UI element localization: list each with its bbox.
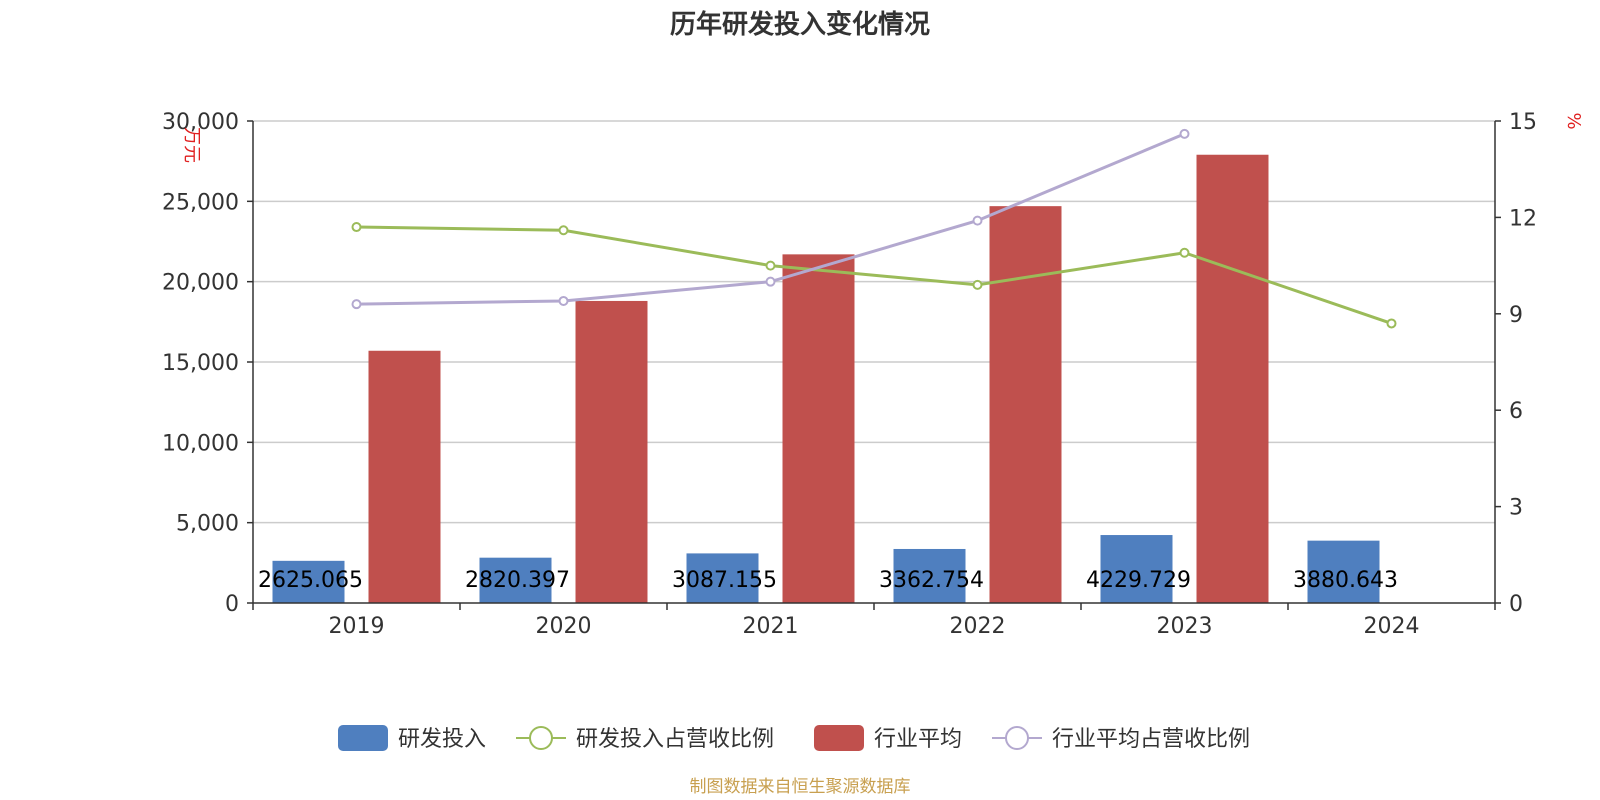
right-tick-label: 0 [1509, 592, 1523, 617]
bar-industry [989, 206, 1062, 604]
right-tick-label: 3 [1509, 496, 1523, 521]
line-point [972, 215, 983, 226]
x-tick-label: 2021 [743, 614, 799, 639]
bar-value-label: 3880.643 [1293, 568, 1398, 593]
left-tick-label: 0 [225, 592, 239, 617]
line-point [1179, 247, 1190, 258]
bar-industry [368, 350, 441, 603]
left-tick-label: 15,000 [162, 351, 239, 376]
left-tick-label: 5,000 [176, 512, 239, 537]
left-tick-label: 10,000 [162, 431, 239, 456]
line-point [765, 260, 776, 271]
data-labels: 2625.065 2820.397 3087.155 3362.754 4229.729… [258, 568, 1398, 593]
bar-rd [1307, 540, 1380, 603]
left-tick-label: 25,000 [162, 190, 239, 215]
bar-industry [575, 300, 648, 603]
right-axis-unit: % [1563, 112, 1584, 129]
axes: 0 5,000 10,000 15,000 20,000 25,000 30,000 0 3 6 9… [162, 110, 1537, 639]
x-tick-label: 2023 [1157, 614, 1213, 639]
line-point [351, 299, 362, 310]
chart-title: 历年研发投入变化情况 [670, 9, 930, 40]
bar-value-label: 2625.065 [258, 568, 363, 593]
right-tick-label: 15 [1509, 110, 1537, 135]
legend-swatch-marker [1005, 726, 1029, 750]
bar-industry [782, 254, 855, 603]
line-rd-ratio [356, 225, 1392, 325]
left-axis-unit: 万元 [181, 127, 202, 163]
left-tick-label: 20,000 [162, 271, 239, 296]
grid-lines [253, 120, 1495, 524]
x-tick-label: 2019 [329, 614, 385, 639]
x-tick-label: 2022 [950, 614, 1006, 639]
bar-value-label: 3362.754 [879, 568, 984, 593]
legend-label: 行业平均占营收比例 [1052, 727, 1250, 752]
right-tick-label: 12 [1509, 206, 1537, 231]
bar-rd [686, 553, 759, 603]
bar-rd [479, 557, 552, 603]
line-point [558, 295, 569, 306]
line-point [1386, 318, 1397, 329]
bar-value-label: 4229.729 [1086, 568, 1191, 593]
legend-label: 研发投入占营收比例 [576, 727, 774, 752]
right-tick-label: 6 [1509, 399, 1523, 424]
bar-value-label: 3087.155 [672, 568, 777, 593]
bar-rd [893, 548, 966, 603]
legend-swatch-marker [529, 726, 553, 750]
source-note: 制图数据来自恒生聚源数据库 [690, 777, 911, 797]
bars [272, 154, 1380, 604]
line-point [972, 279, 983, 290]
x-tick-label: 2020 [536, 614, 592, 639]
left-tick-label: 30,000 [162, 110, 239, 135]
bar-rd [1100, 535, 1173, 603]
right-tick-label: 9 [1509, 303, 1523, 328]
line-point [1179, 128, 1190, 139]
bar-rd [272, 560, 345, 603]
legend-swatch [338, 725, 388, 751]
x-tick-label: 2024 [1364, 614, 1420, 639]
bar-industry [1196, 154, 1269, 604]
legend-label: 行业平均 [874, 727, 962, 752]
legend: 研发投入 研发投入占营收比例 行业平均 行业平均占营收比例 [338, 725, 1250, 752]
line-point [558, 225, 569, 236]
lines [351, 128, 1397, 329]
legend-swatch [814, 725, 864, 751]
line-point [765, 276, 776, 287]
line-point [351, 222, 362, 233]
legend-label: 研发投入 [398, 727, 486, 752]
bar-value-label: 2820.397 [465, 568, 570, 593]
